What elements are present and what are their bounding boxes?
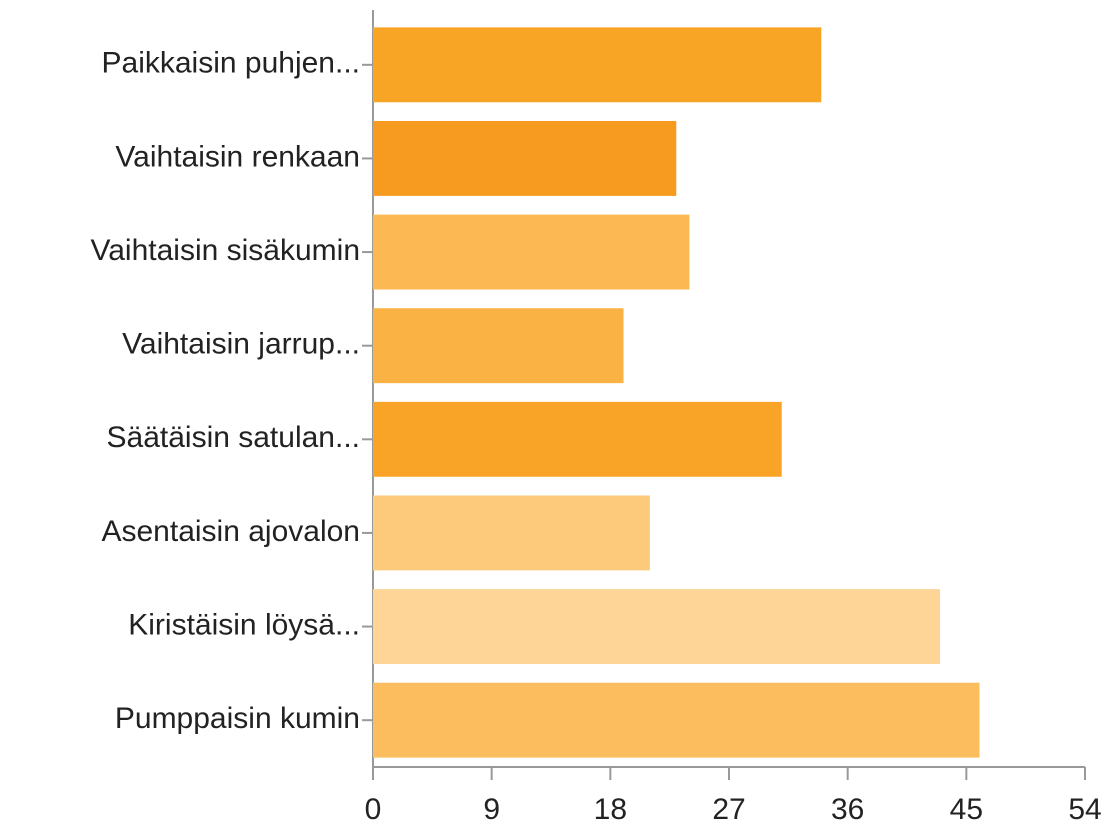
y-tick-label: Vaihtaisin jarrup... [122, 328, 360, 361]
y-tick-label: Pumppaisin kumin [115, 702, 360, 735]
x-tick-label: 18 [594, 793, 627, 826]
bar [373, 682, 980, 758]
x-tick-label: 45 [950, 793, 983, 826]
x-tick-label: 27 [712, 793, 745, 826]
bar [373, 214, 690, 290]
x-tick-label: 0 [365, 793, 382, 826]
y-tick-label: Säätäisin satulan... [107, 421, 361, 454]
bar [373, 401, 782, 477]
y-tick-label: Vaihtaisin renkaan [115, 140, 360, 173]
x-tick-label: 9 [483, 793, 500, 826]
bar [373, 589, 940, 665]
y-tick-label: Asentaisin ajovalon [101, 515, 360, 548]
bar [373, 120, 677, 196]
x-tick-label: 54 [1068, 793, 1101, 826]
bar [373, 27, 822, 103]
y-tick-label: Vaihtaisin sisäkumin [90, 234, 360, 267]
x-tick-label: 36 [831, 793, 864, 826]
y-tick-label: Kiristäisin löysä... [128, 608, 360, 641]
y-tick-label: Paikkaisin puhjen... [102, 47, 361, 80]
bar [373, 495, 650, 571]
bar [373, 308, 624, 384]
